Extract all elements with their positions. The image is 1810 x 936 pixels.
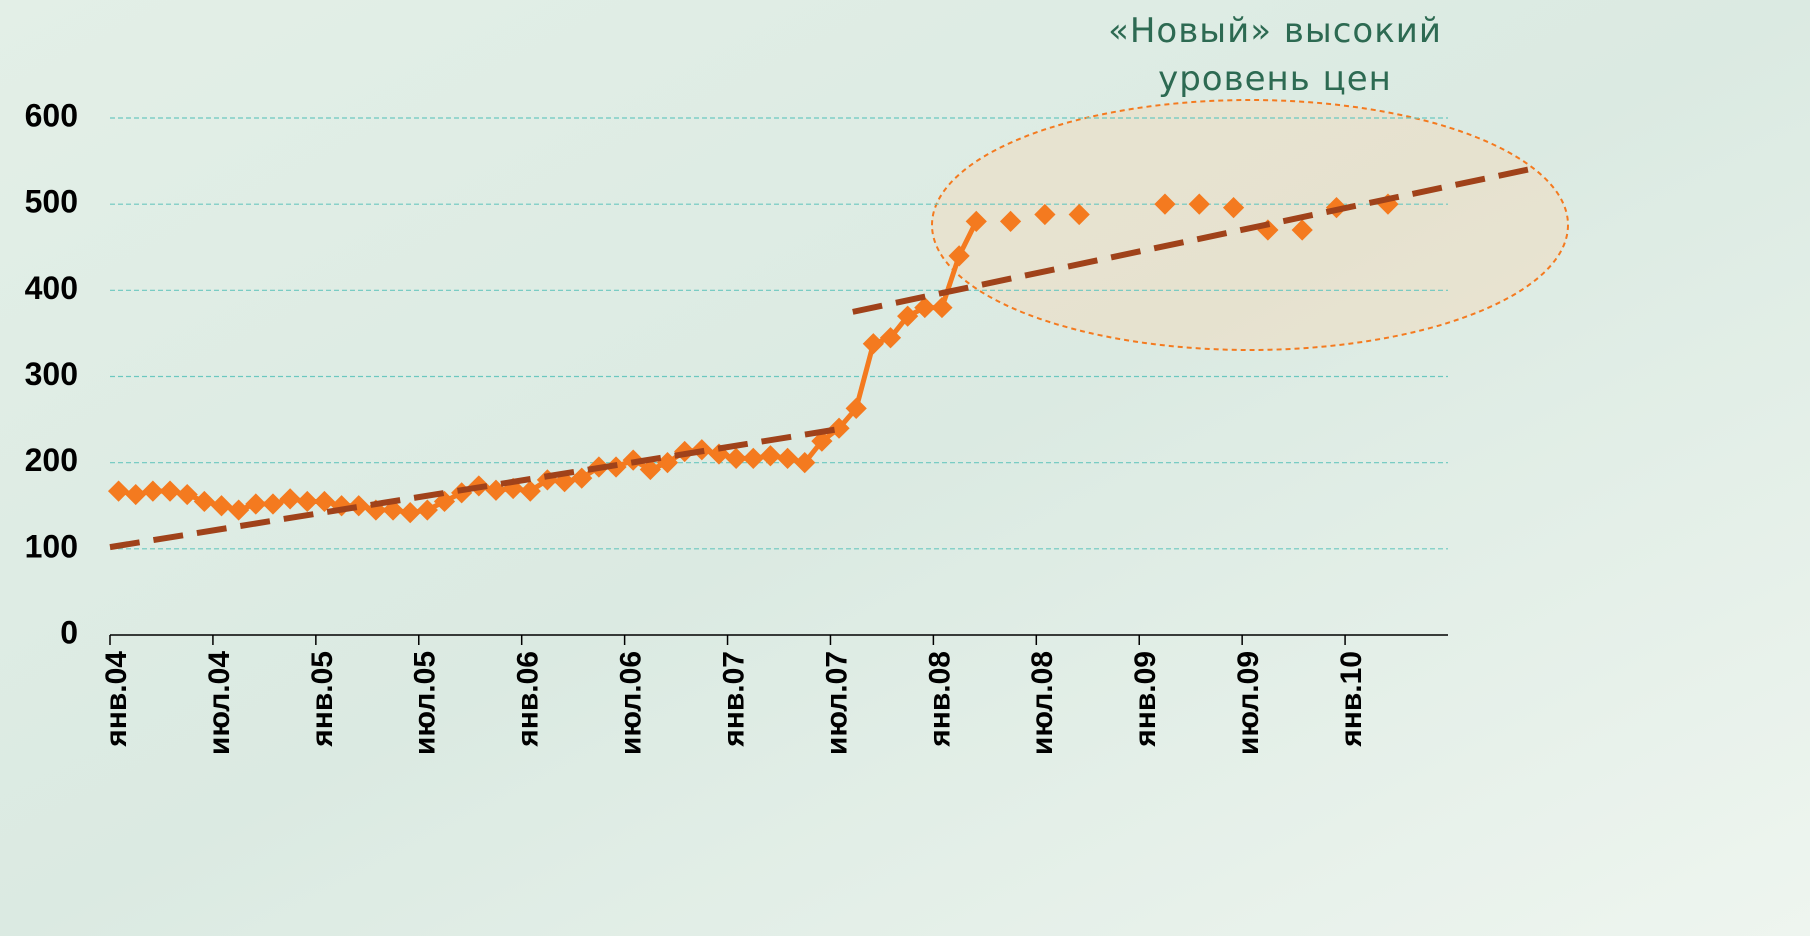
point-marker bbox=[845, 397, 867, 419]
point-marker bbox=[999, 210, 1022, 233]
x-tick-label: янв.10 bbox=[1335, 651, 1368, 748]
y-tick-label: 300 bbox=[25, 356, 78, 392]
x-tick-label: янв.06 bbox=[512, 651, 545, 748]
x-tick-label: янв.08 bbox=[923, 651, 956, 748]
point-marker bbox=[639, 458, 661, 481]
x-tick-label: июл.06 bbox=[615, 651, 648, 755]
point-marker bbox=[725, 447, 747, 469]
y-tick-label: 0 bbox=[60, 614, 78, 650]
point-marker bbox=[776, 447, 799, 469]
x-tick-label: янв.04 bbox=[100, 651, 133, 748]
y-tick-label: 500 bbox=[25, 184, 78, 220]
point-marker bbox=[571, 467, 593, 489]
x-tick-label: июл.05 bbox=[409, 651, 442, 755]
point-marker bbox=[656, 452, 679, 474]
y-tick-label: 200 bbox=[25, 442, 78, 478]
x-tick-label: янв.05 bbox=[306, 651, 339, 748]
point-marker bbox=[759, 445, 782, 467]
x-tick-label: янв.09 bbox=[1129, 651, 1162, 748]
y-tick-label: 100 bbox=[25, 528, 78, 564]
point-marker bbox=[519, 480, 541, 502]
point-marker bbox=[879, 327, 902, 349]
point-marker bbox=[742, 447, 764, 469]
trend-line bbox=[852, 165, 1537, 315]
point-marker bbox=[948, 245, 970, 267]
annotation: «Новый» высокий bbox=[1108, 11, 1442, 51]
x-tick-label: июл.09 bbox=[1232, 651, 1265, 755]
point-marker bbox=[811, 430, 833, 452]
x-tick-label: янв.07 bbox=[717, 651, 750, 748]
point-marker bbox=[931, 296, 953, 319]
y-tick-label: 400 bbox=[25, 270, 78, 306]
point-marker bbox=[828, 417, 850, 439]
point-marker bbox=[794, 452, 816, 474]
point-marker bbox=[862, 333, 884, 355]
point-marker bbox=[897, 305, 919, 327]
point-marker bbox=[914, 296, 936, 319]
trend-line bbox=[109, 425, 845, 551]
annotation: уровень цен bbox=[1158, 59, 1392, 99]
point-marker bbox=[965, 210, 987, 233]
x-tick-label: июл.07 bbox=[820, 651, 853, 755]
x-tick-label: июл.04 bbox=[203, 651, 236, 755]
x-tick-label: июл.08 bbox=[1026, 651, 1059, 755]
y-tick-label: 600 bbox=[25, 97, 78, 133]
highlight-ellipse bbox=[931, 99, 1569, 351]
